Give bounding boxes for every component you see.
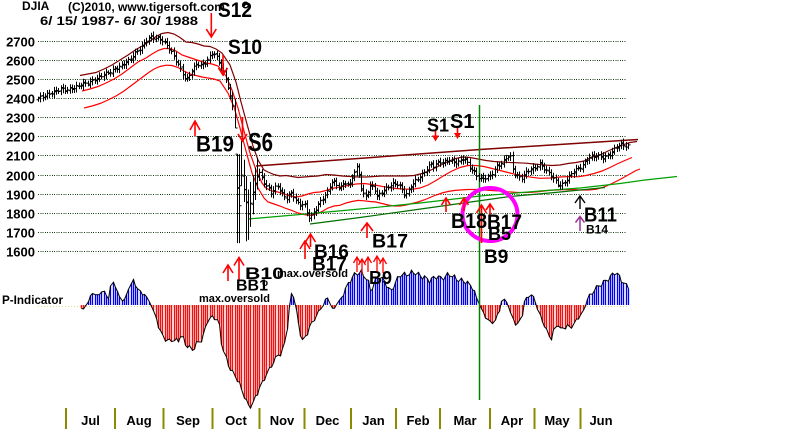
- svg-text:Jan: Jan: [362, 413, 384, 428]
- svg-text:Nov: Nov: [270, 413, 295, 428]
- svg-text:o: o: [262, 278, 268, 289]
- svg-text:S1: S1: [450, 111, 474, 133]
- svg-text:May: May: [544, 413, 570, 428]
- svg-text:S6: S6: [248, 127, 273, 157]
- svg-text:B16: B16: [314, 242, 349, 263]
- svg-text:B18: B18: [451, 210, 487, 233]
- svg-text:2600: 2600: [6, 54, 35, 69]
- svg-text:Jun: Jun: [589, 413, 612, 428]
- svg-text:2300: 2300: [6, 111, 35, 126]
- svg-text:B17: B17: [487, 211, 522, 234]
- svg-text:1900: 1900: [6, 188, 35, 203]
- svg-text:(C)2010, www.tigersoft.com: (C)2010, www.tigersoft.com: [68, 0, 225, 14]
- svg-text:Dec: Dec: [316, 413, 340, 428]
- svg-text:Sep: Sep: [176, 413, 200, 428]
- svg-text:B9: B9: [484, 247, 508, 268]
- svg-text:2400: 2400: [6, 92, 35, 107]
- svg-text:6/ 15/ 1987- 6/ 30/ 1988: 6/ 15/ 1987- 6/ 30/ 1988: [40, 14, 198, 28]
- svg-text:Mar: Mar: [453, 413, 476, 428]
- svg-text:B17: B17: [312, 255, 347, 276]
- svg-text:Feb: Feb: [406, 413, 429, 428]
- svg-text:B10: B10: [245, 264, 284, 283]
- svg-text:B9: B9: [369, 268, 392, 288]
- svg-text:1800: 1800: [6, 207, 35, 222]
- svg-text:B11: B11: [584, 205, 617, 227]
- svg-text:1600: 1600: [6, 245, 35, 260]
- svg-text:max.oversold: max.oversold: [199, 293, 270, 305]
- svg-text:B19: B19: [196, 132, 234, 157]
- svg-text:Aug: Aug: [126, 413, 151, 428]
- svg-text:B5: B5: [488, 224, 511, 244]
- svg-text:2500: 2500: [6, 73, 35, 88]
- svg-text:2700: 2700: [6, 35, 35, 50]
- svg-text:S10: S10: [228, 36, 262, 59]
- svg-text:B17: B17: [372, 232, 408, 253]
- svg-text:max.oversold: max.oversold: [277, 268, 348, 280]
- svg-text:Jul: Jul: [81, 413, 100, 428]
- svg-text:Apr: Apr: [501, 413, 523, 428]
- svg-text:B14: B14: [586, 223, 608, 237]
- svg-text:BB1: BB1: [236, 278, 268, 295]
- svg-text:DJIA: DJIA: [22, 0, 50, 13]
- svg-text:Oct: Oct: [225, 413, 247, 428]
- svg-text:2000: 2000: [6, 169, 35, 184]
- svg-text:2100: 2100: [6, 149, 35, 164]
- svg-text:P-Indicator: P-Indicator: [2, 293, 63, 307]
- svg-text:S1: S1: [427, 116, 449, 136]
- svg-text:1700: 1700: [6, 226, 35, 241]
- svg-text:S12: S12: [218, 0, 252, 22]
- svg-text:2200: 2200: [6, 130, 35, 145]
